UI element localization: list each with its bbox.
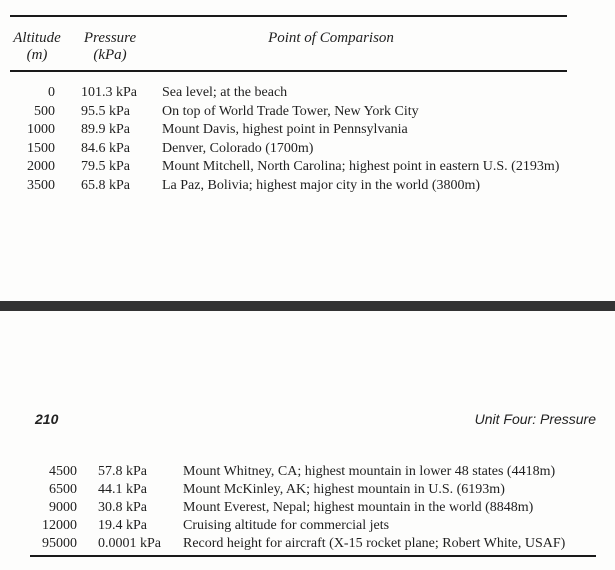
comparison-cell: Mount Everest, Nepal; highest mountain i… — [183, 500, 534, 515]
table-top-rule — [10, 15, 567, 17]
table-row: 0 101.3 kPa Sea level; at the beach — [0, 84, 615, 103]
table-row: 12000 19.4 kPa Cruising altitude for com… — [0, 517, 615, 535]
table-bottom-rule — [30, 555, 596, 557]
table-row: 4500 57.8 kPa Mount Whitney, CA; highest… — [0, 463, 615, 481]
comparison-header-label: Point of Comparison — [268, 30, 394, 46]
comparison-cell: Mount Mitchell, North Carolina; highest … — [162, 159, 560, 174]
section-title: Unit Four: Pressure — [474, 411, 596, 427]
comparison-cell: La Paz, Bolivia; highest major city in t… — [162, 177, 481, 193]
pressure-cell: 30.8 kPa — [98, 500, 147, 515]
table-row: 95000 0.0001 kPa Record height for aircr… — [0, 535, 615, 553]
pressure-cell: 0.0001 kPa — [98, 536, 161, 551]
pressure-cell: 89.9 kPa — [81, 122, 130, 137]
table-row: 1500 84.6 kPa Denver, Colorado (1700m) — [0, 140, 615, 159]
pressure-cell: 19.4 kPa — [98, 518, 147, 533]
page-divider-bar — [0, 301, 615, 311]
page-number: 210 — [35, 411, 59, 427]
altitude-cell: 0 — [48, 85, 55, 100]
table-row: 9000 30.8 kPa Mount Everest, Nepal; high… — [0, 499, 615, 517]
comparison-column-header: Point of Comparison — [138, 30, 524, 47]
altitude-cell: 9000 — [49, 500, 77, 515]
table-row: 3500 65.8 kPa La Paz, Bolivia; highest m… — [0, 177, 615, 196]
altitude-cell: 500 — [34, 103, 55, 119]
comparison-cell: On top of World Trade Tower, New York Ci… — [162, 103, 419, 119]
table-row: 500 95.5 kPa On top of World Trade Tower… — [0, 103, 615, 122]
altitude-cell: 1000 — [27, 122, 55, 137]
altitude-header-label: Altitude — [13, 30, 61, 46]
altitude-cell: 12000 — [42, 518, 77, 533]
table-row: 2000 79.5 kPa Mount Mitchell, North Caro… — [0, 158, 615, 177]
pressure-cell: 44.1 kPa — [98, 482, 147, 497]
comparison-cell: Sea level; at the beach — [162, 85, 288, 100]
comparison-cell: Mount McKinley, AK; highest mountain in … — [183, 482, 505, 497]
comparison-cell: Cruising altitude for commercial jets — [183, 518, 390, 533]
pressure-cell: 57.8 kPa — [98, 464, 147, 479]
altitude-header-unit: (m) — [26, 47, 48, 63]
table-header-rule — [10, 70, 567, 72]
pressure-cell: 101.3 kPa — [81, 85, 137, 100]
altitude-cell: 1500 — [27, 140, 55, 156]
pressure-cell: 79.5 kPa — [81, 159, 130, 174]
pressure-cell: 65.8 kPa — [81, 177, 130, 193]
table-row: 6500 44.1 kPa Mount McKinley, AK; highes… — [0, 481, 615, 499]
pressure-header-unit: (kPa) — [93, 47, 127, 63]
comparison-cell: Mount Whitney, CA; highest mountain in l… — [183, 464, 556, 479]
altitude-cell: 2000 — [27, 159, 55, 174]
table-row: 1000 89.9 kPa Mount Davis, highest point… — [0, 121, 615, 140]
pressure-cell: 95.5 kPa — [81, 103, 130, 119]
altitude-cell: 6500 — [49, 482, 77, 497]
altitude-cell: 3500 — [27, 177, 55, 193]
comparison-cell: Mount Davis, highest point in Pennsylvan… — [162, 122, 408, 137]
altitude-pressure-table-upper: 0 101.3 kPa Sea level; at the beach 500 … — [0, 84, 615, 195]
altitude-column-header: Altitude (m) — [6, 30, 68, 64]
altitude-cell: 95000 — [42, 536, 77, 551]
comparison-cell: Denver, Colorado (1700m) — [162, 140, 314, 156]
pressure-header-label: Pressure — [83, 30, 137, 46]
comparison-cell: Record height for aircraft (X-15 rocket … — [183, 536, 566, 551]
pressure-column-header: Pressure (kPa) — [79, 30, 141, 64]
altitude-cell: 4500 — [49, 464, 77, 479]
pressure-cell: 84.6 kPa — [81, 140, 130, 156]
altitude-pressure-table-lower: 4500 57.8 kPa Mount Whitney, CA; highest… — [0, 463, 615, 553]
